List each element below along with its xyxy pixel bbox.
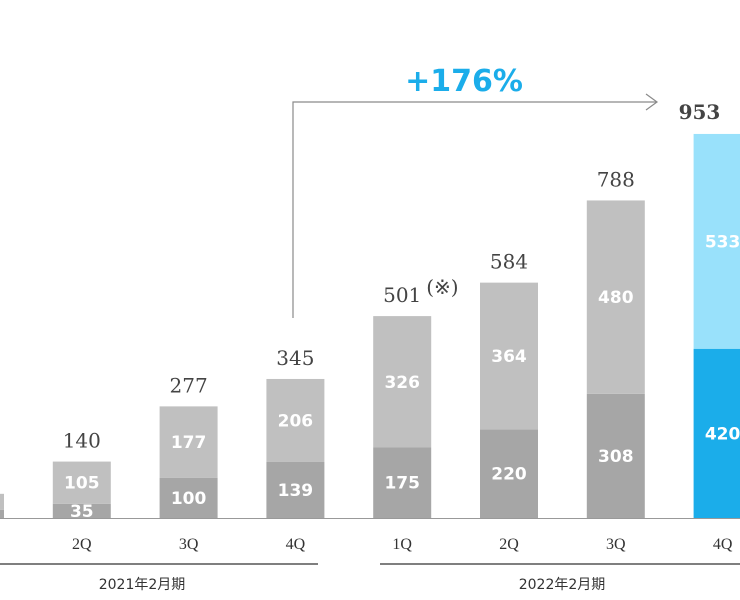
total-label: 953 [679,100,721,124]
bar-lower [693,348,740,518]
category-label: 4Q [286,536,306,553]
bar-lower [480,429,538,518]
arrow-head-icon [645,93,659,111]
category-label: 4Q [713,536,733,553]
data-label-upper: 533 [705,232,740,252]
category-label: 2Q [72,536,92,553]
bar-lower [373,447,432,518]
bar-upper [159,406,218,478]
data-label-lower: 308 [598,447,634,467]
data-label-upper: 364 [491,347,527,367]
bar-lower [0,509,4,518]
growth-annotation: +176% [405,64,523,99]
bar-upper [0,493,4,510]
total-label: 277 [170,373,208,397]
bar-lower [159,477,218,518]
data-label-lower: 139 [278,481,314,501]
growth-arrow-line [292,101,656,318]
bar-upper [373,316,432,448]
total-label: 788 [597,167,635,191]
bar-upper [52,461,111,504]
category-label: 1Q [392,536,412,553]
category-label: 3Q [179,536,199,553]
data-label-lower: 420 [705,424,740,444]
data-label-upper: 206 [278,411,314,431]
data-label-upper: 105 [64,474,100,494]
data-label-upper: 326 [384,373,420,393]
data-label-lower: 100 [171,489,207,509]
bar-upper [586,200,645,394]
total-label: 501 [383,283,421,307]
group-label: 2021年2月期 [99,577,186,593]
bar-upper [480,282,538,430]
data-label-upper: 177 [171,433,207,453]
category-label: 3Q [606,536,626,553]
total-label: 345 [276,346,314,370]
data-label-lower: 175 [384,474,420,494]
bar-lower [586,393,645,518]
bar-lower [52,503,111,518]
bar-upper [693,133,740,349]
data-label-lower: 220 [491,465,527,485]
total-note: (※) [426,275,458,299]
bar-lower [266,461,325,518]
bar-upper [266,378,325,462]
group-label: 2022年2月期 [519,577,606,593]
category-label: 2Q [499,536,519,553]
data-label-upper: 480 [598,288,634,308]
total-label: 140 [63,429,101,453]
total-label: 584 [490,250,528,274]
data-label-lower: 35 [70,502,94,522]
